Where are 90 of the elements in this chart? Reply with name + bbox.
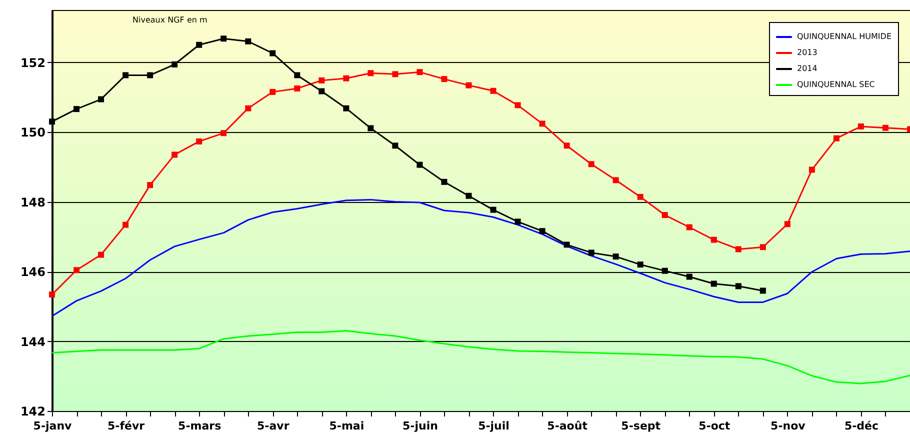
point (245, 105, 252, 112)
point (588, 250, 594, 256)
point (539, 120, 546, 127)
line-series (51, 330, 910, 384)
point (441, 76, 448, 82)
x-tick-label: 5-déc (844, 420, 879, 432)
point (441, 178, 448, 185)
point (490, 88, 496, 94)
x-tick-label: 5-févr (108, 420, 146, 432)
point (710, 236, 717, 243)
legend-label: QUINQUENNAL HUMIDE (797, 32, 892, 41)
point (760, 244, 766, 250)
point (270, 50, 276, 56)
point (196, 42, 202, 48)
point (612, 254, 619, 260)
point (220, 130, 227, 136)
point (686, 274, 692, 280)
point (343, 75, 350, 82)
x-tick-label: 5-sept (621, 420, 661, 432)
point (172, 152, 178, 158)
x-tick-label: 5-avr (257, 420, 290, 432)
point (784, 221, 790, 228)
point (368, 70, 374, 76)
point (514, 218, 521, 225)
point (74, 106, 80, 112)
point (98, 252, 104, 258)
point (466, 82, 472, 88)
point (294, 72, 300, 78)
point (637, 262, 644, 268)
point (686, 224, 692, 230)
legend-label: 2013 (797, 48, 818, 57)
point (147, 72, 154, 78)
x-tick-label: 5-mars (178, 420, 222, 432)
point (637, 194, 644, 200)
point (318, 88, 325, 94)
point (564, 142, 570, 149)
point (833, 135, 840, 142)
point (294, 85, 300, 92)
y-tick-label: 144 (20, 334, 46, 349)
point (172, 61, 178, 68)
y-tick-label: 150 (20, 126, 46, 140)
y-tick-label: 142 (20, 404, 46, 418)
point (74, 267, 80, 274)
y-tick-label: 146 (20, 265, 46, 280)
point (122, 222, 129, 228)
y-axis-title: Niveaux NGF en m (132, 16, 208, 24)
y-tick-label: 148 (20, 195, 46, 210)
point (466, 192, 472, 199)
point (882, 124, 888, 131)
x-tick-label: 5-mai (329, 420, 364, 432)
point (490, 206, 496, 213)
point (416, 162, 423, 168)
y-tick-label: 152 (20, 56, 46, 70)
point (49, 292, 55, 298)
point (735, 283, 742, 290)
x-tick-label: 5-juil (478, 420, 510, 432)
point (735, 246, 742, 252)
point (564, 242, 570, 248)
x-tick-label: 5-janv (33, 420, 73, 432)
point (368, 125, 374, 132)
x-tick-label: 5-juin (402, 420, 438, 432)
point (710, 280, 717, 287)
point (196, 138, 202, 144)
point (416, 69, 423, 76)
legend-label: QUINQUENNAL SEC (797, 80, 876, 89)
point (588, 161, 594, 168)
point (49, 118, 55, 125)
legend-label: 2014 (797, 64, 818, 73)
point (539, 228, 546, 234)
point (612, 177, 619, 184)
point (122, 72, 129, 78)
point (760, 288, 766, 294)
line-series (51, 198, 910, 317)
point (662, 212, 668, 218)
point (245, 38, 252, 44)
point (514, 102, 521, 108)
x-tick-label: 5-oct (698, 420, 730, 432)
x-tick-label: 5-août (547, 420, 588, 432)
point (392, 71, 398, 78)
point (662, 268, 668, 274)
point (858, 123, 864, 130)
point (808, 166, 815, 173)
point (270, 88, 276, 95)
point (318, 77, 325, 84)
point (392, 142, 398, 149)
point (220, 36, 227, 42)
point (98, 96, 104, 102)
x-tick-label: 5-nov (770, 420, 806, 432)
point (147, 182, 154, 188)
point (343, 105, 350, 112)
